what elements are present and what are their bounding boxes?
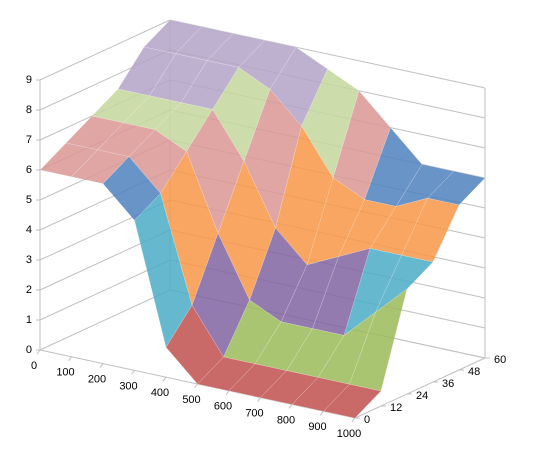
surface-patch: [323, 383, 382, 419]
z-tick-label: 7: [26, 134, 32, 146]
tick-mark: [288, 404, 293, 409]
z-tick-label: 0: [26, 344, 32, 356]
z-tick-label: 4: [26, 224, 32, 236]
y-tick-label: 60: [494, 354, 506, 366]
grid-line: [39, 289, 171, 351]
z-tick-label: 5: [26, 194, 32, 206]
x-tick-label: 800: [277, 414, 295, 426]
surface-patch: [71, 149, 130, 184]
surface-patch: [269, 46, 328, 127]
grid-line: [39, 19, 171, 81]
tick-mark: [68, 356, 72, 362]
tick-mark: [320, 410, 324, 416]
x-tick-label: 900: [308, 421, 326, 433]
surface-patch: [91, 88, 150, 124]
z-tick-label: 2: [26, 284, 32, 296]
z-tick-label: 9: [26, 74, 32, 86]
z-tick-label: 1: [26, 314, 32, 326]
z-tick-label: 3: [26, 254, 32, 266]
y-tick-label: 48: [468, 366, 480, 378]
surface-patch: [291, 377, 350, 412]
surface-patch: [39, 142, 98, 178]
y-tick-label: 0: [364, 414, 370, 426]
tick-mark: [194, 383, 198, 389]
tick-mark: [99, 363, 104, 368]
surface-patch: [102, 156, 161, 221]
z-tick-label: 6: [26, 164, 32, 176]
y-tick-label: 12: [390, 402, 402, 414]
x-tick-label: 500: [182, 394, 200, 406]
z-tick-label: 8: [26, 104, 32, 116]
tick-mark: [131, 370, 135, 375]
y-tick-label: 24: [416, 390, 428, 402]
x-tick-label: 700: [245, 408, 263, 420]
x-tick-label: 100: [56, 367, 74, 379]
x-tick-label: 200: [88, 374, 106, 386]
tick-mark: [351, 417, 356, 423]
x-tick-label: 400: [151, 387, 169, 399]
x-tick-label: 600: [214, 401, 232, 413]
tick-mark: [36, 349, 41, 355]
x-tick-label: 0: [31, 360, 37, 372]
x-tick-label: 300: [119, 380, 137, 392]
tick-mark: [162, 376, 167, 382]
y-tick-label: 36: [442, 378, 454, 390]
tick-mark: [225, 390, 230, 396]
surface-patch: [117, 46, 176, 97]
axis-line: [354, 357, 486, 419]
x-tick-label: 1000: [337, 428, 361, 440]
surface-patch: [260, 370, 319, 405]
tick-mark: [257, 397, 261, 402]
